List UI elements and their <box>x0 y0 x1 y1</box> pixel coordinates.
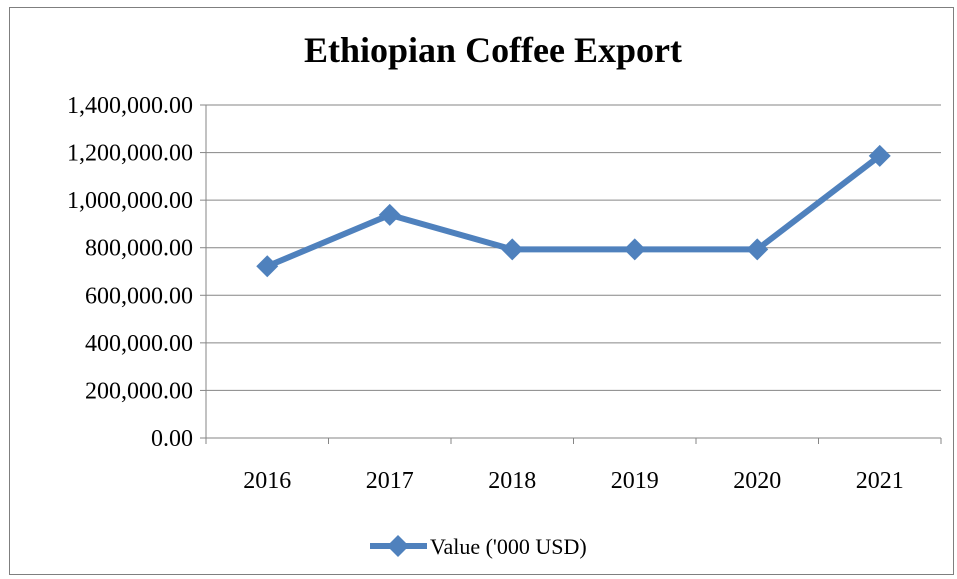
y-tick-label: 600,000.00 <box>85 283 193 309</box>
data-point-marker <box>378 203 401 226</box>
y-tick-label: 800,000.00 <box>85 236 193 262</box>
chart-frame <box>9 7 954 575</box>
series-layer <box>256 144 891 278</box>
data-point-marker <box>256 255 279 278</box>
x-axis-ticks: 2016 2017 2018 2019 2020 2021 <box>205 438 942 494</box>
data-point-marker <box>623 238 646 261</box>
y-tick-label: 200,000.00 <box>85 378 193 404</box>
y-tick-label: 0.00 <box>151 426 193 452</box>
legend-marker <box>387 535 409 557</box>
axes <box>205 105 941 439</box>
gridlines <box>200 104 941 439</box>
x-tick-label: 2018 <box>488 468 536 494</box>
y-tick-label: 1,400,000.00 <box>67 93 193 119</box>
x-tick-label: 2020 <box>733 468 781 494</box>
x-tick-label: 2017 <box>366 468 414 494</box>
legend-label: Value ('000 USD) <box>430 534 587 559</box>
x-tick-label: 2019 <box>611 468 659 494</box>
x-tick-label: 2016 <box>243 468 291 494</box>
data-point-marker <box>501 238 524 261</box>
y-axis-ticks: 0.00 200,000.00 400,000.00 600,000.00 800,00… <box>67 93 193 452</box>
chart-title: Ethiopian Coffee Export <box>304 30 682 70</box>
y-tick-label: 400,000.00 <box>85 331 193 357</box>
data-point-marker <box>746 238 769 261</box>
y-tick-label: 1,000,000.00 <box>67 188 193 214</box>
series-line <box>264 152 883 270</box>
y-tick-label: 1,200,000.00 <box>67 141 193 167</box>
legend: Value ('000 USD) <box>370 534 587 559</box>
x-tick-label: 2021 <box>856 468 904 494</box>
data-point-marker <box>868 144 891 167</box>
